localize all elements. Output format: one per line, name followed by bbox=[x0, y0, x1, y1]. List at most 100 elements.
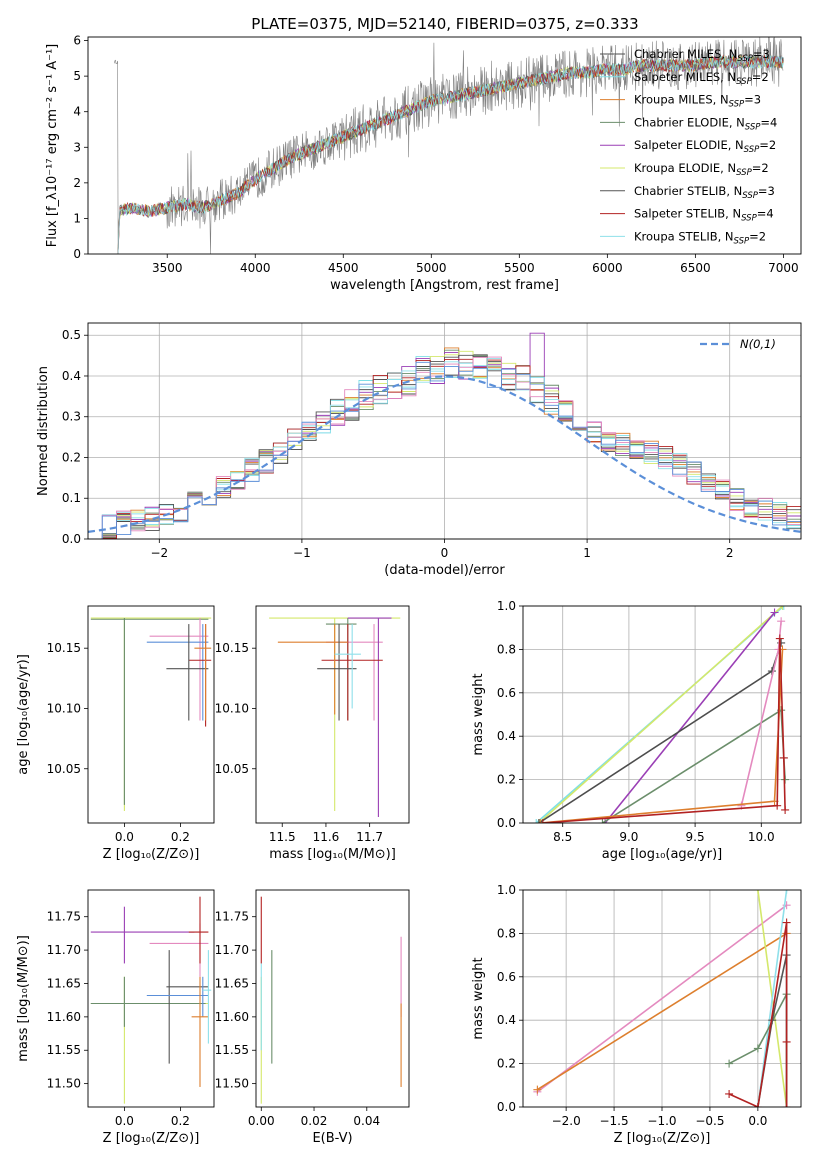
weight_vs_Z-axes: −2.0 −1.5 −1.0 −0.5 0.0 0.0 0.2 0.4 0.6 0.8 1.0 Z [… bbox=[471, 883, 802, 1146]
figure-title: PLATE=0375, MJD=52140, FIBERID=0375, z=0… bbox=[251, 15, 638, 33]
model-spectrum-line bbox=[117, 55, 784, 254]
y-tick-label: 0.0 bbox=[62, 532, 81, 546]
weight-marker bbox=[781, 805, 790, 814]
weight_vs_age-lines bbox=[532, 606, 790, 823]
x-tick-label: 0.04 bbox=[353, 1114, 380, 1128]
x-tick-label: 0.00 bbox=[248, 1114, 275, 1128]
y-tick-label: 11.65 bbox=[215, 976, 249, 990]
weight_vs_Z-lines bbox=[533, 890, 791, 1107]
data-point bbox=[146, 624, 209, 721]
weight-marker bbox=[725, 1089, 734, 1098]
weight-marker bbox=[753, 1044, 762, 1053]
y-tick-label: 4 bbox=[73, 105, 81, 119]
data-point bbox=[166, 950, 209, 1064]
legend-label: Chabrier STELIB, NSSP=3 bbox=[634, 184, 775, 201]
age_vs_mass-frame bbox=[255, 605, 410, 824]
weight-marker bbox=[767, 667, 776, 676]
x-axis-label: E(B-V) bbox=[312, 1131, 352, 1146]
weight_vs_age-frame bbox=[522, 605, 802, 824]
x-tick-label: 7000 bbox=[768, 261, 799, 275]
y-tick-label: 0.4 bbox=[497, 1013, 516, 1027]
spectrum-frame bbox=[87, 36, 802, 255]
y-tick-label: 6 bbox=[73, 34, 81, 48]
x-axis-label: Z [log₁₀(Z/Z⊙)] bbox=[103, 1131, 200, 1146]
x-axis-label: Z [log₁₀(Z/Z⊙)] bbox=[103, 847, 200, 862]
y-tick-label: 3 bbox=[73, 140, 81, 154]
age_vs_mass-points bbox=[269, 617, 401, 817]
x-tick-label: 8.5 bbox=[553, 830, 572, 844]
y-axis-label: age [log₁₀(age/yr)] bbox=[16, 654, 31, 775]
age_vs_mass-axes: 11.5 11.6 11.7 10.05 10.10 10.15 mass [log₁₀(M… bbox=[215, 605, 410, 862]
residual-histogram-line bbox=[88, 361, 801, 539]
weight-marker bbox=[601, 819, 610, 823]
y-tick-label: 1.0 bbox=[497, 599, 516, 613]
weight-marker bbox=[538, 819, 547, 823]
weight-marker bbox=[782, 918, 791, 927]
x-tick-label: 4000 bbox=[240, 261, 271, 275]
weight-marker bbox=[598, 819, 607, 823]
mass_vs_Z-axes: 0.0 0.2 11.50 11.55 11.60 11.65 11.70 11.75 Z [l… bbox=[16, 889, 215, 1146]
y-tick-label: 0.0 bbox=[497, 816, 516, 830]
model-spectrum-line bbox=[117, 54, 784, 254]
y-tick-label: 0.6 bbox=[497, 686, 516, 700]
y-tick-label: 1 bbox=[73, 211, 81, 225]
y-tick-label: 11.70 bbox=[215, 943, 249, 957]
x-tick-label: 10.0 bbox=[748, 830, 775, 844]
y-axis-label: Flux [f_λ10⁻¹⁷ erg cm⁻² s⁻¹ A⁻¹] bbox=[45, 44, 60, 248]
legend-label: Kroupa STELIB, NSSP=2 bbox=[634, 229, 766, 246]
y-tick-label: 0.0 bbox=[497, 1100, 516, 1114]
x-axis-label: Z [log₁₀(Z/Z⊙)] bbox=[614, 1131, 711, 1146]
x-tick-label: 9.5 bbox=[686, 830, 705, 844]
x-tick-label: 2 bbox=[726, 546, 734, 560]
data-point bbox=[188, 896, 209, 964]
x-tick-label: 0.0 bbox=[115, 830, 134, 844]
legend-label: Chabrier ELODIE, NSSP=4 bbox=[634, 115, 777, 132]
y-tick-label: 10.15 bbox=[215, 641, 249, 655]
weight-line bbox=[536, 932, 788, 1091]
y-tick-label: 11.60 bbox=[215, 1010, 249, 1024]
data-point bbox=[90, 618, 209, 805]
spectrum-axes: 3500 4000 4500 5000 5500 6000 6500 7000 0 1 2 3 4 5 6 w… bbox=[45, 34, 802, 293]
y-tick-label: 11.75 bbox=[47, 910, 81, 924]
y-tick-label: 0.4 bbox=[62, 369, 81, 383]
weight-marker bbox=[782, 1037, 791, 1046]
x-tick-label: 3500 bbox=[152, 261, 183, 275]
y-tick-label: 11.55 bbox=[47, 1043, 81, 1057]
legend-label: Salpeter ELODIE, NSSP=2 bbox=[634, 138, 776, 155]
weight_vs_Z-frame bbox=[522, 889, 802, 1108]
data-point bbox=[317, 624, 357, 721]
y-tick-label: 0.5 bbox=[62, 328, 81, 342]
weight-line bbox=[536, 904, 788, 1093]
x-tick-label: 0.2 bbox=[171, 830, 190, 844]
weight-line bbox=[604, 611, 776, 823]
x-tick-label: −2 bbox=[150, 546, 168, 560]
legend-label: Kroupa ELODIE, NSSP=2 bbox=[634, 161, 769, 178]
x-tick-label: −2.0 bbox=[552, 1114, 581, 1128]
y-tick-label: 11.60 bbox=[47, 1010, 81, 1024]
y-tick-label: 0.2 bbox=[62, 450, 81, 464]
y-tick-label: 0.2 bbox=[497, 1057, 516, 1071]
weight-marker bbox=[775, 634, 784, 643]
model-spectrum-line bbox=[117, 54, 784, 254]
mass_vs_EBV-points bbox=[260, 896, 402, 1104]
legend-label: Salpeter STELIB, NSSP=4 bbox=[634, 207, 774, 224]
x-axis-label: (data-model)/error bbox=[384, 563, 505, 578]
weight-marker bbox=[725, 1059, 734, 1068]
weight-marker bbox=[777, 617, 786, 626]
y-tick-label: 2 bbox=[73, 176, 81, 190]
weight-line bbox=[538, 606, 784, 823]
x-tick-label: 5000 bbox=[416, 261, 447, 275]
x-tick-label: −1.0 bbox=[647, 1114, 676, 1128]
y-tick-label: 11.75 bbox=[215, 910, 249, 924]
y-tick-label: 0.6 bbox=[497, 970, 516, 984]
data-point bbox=[90, 906, 195, 964]
x-tick-label: 1 bbox=[583, 546, 591, 560]
y-axis-label: mass weight bbox=[471, 673, 486, 755]
legend-label: N(0,1) bbox=[740, 337, 776, 351]
residuals-frame bbox=[87, 322, 802, 540]
x-tick-label: 0.0 bbox=[748, 1114, 767, 1128]
y-tick-label: 10.05 bbox=[215, 762, 249, 776]
weight-marker bbox=[536, 819, 545, 823]
y-tick-label: 10.05 bbox=[47, 762, 81, 776]
